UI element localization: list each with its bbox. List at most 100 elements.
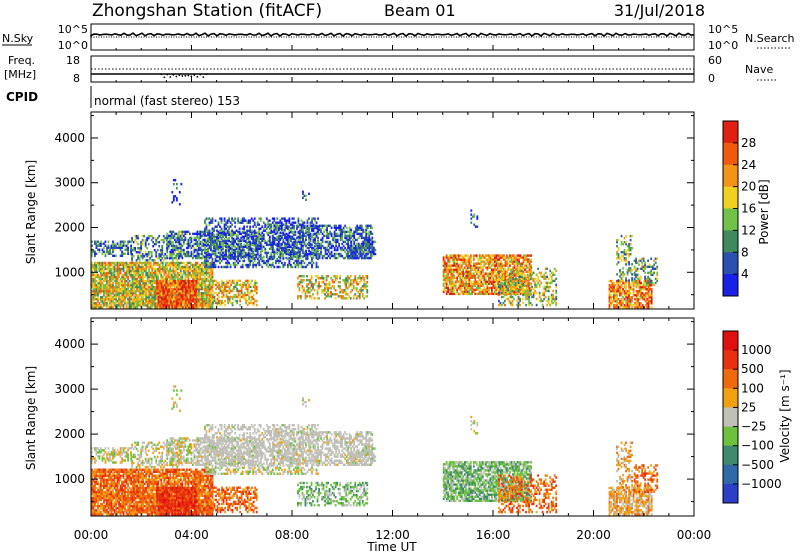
power-cell <box>113 271 116 275</box>
power-cell <box>131 281 134 285</box>
power-cell <box>178 254 181 258</box>
power-cell <box>109 306 111 309</box>
power-cell <box>136 283 139 287</box>
power-cell <box>190 279 193 283</box>
power-cell <box>112 244 114 247</box>
power-cell <box>204 277 206 281</box>
power-cell <box>170 250 173 254</box>
power-cell <box>94 304 96 307</box>
power-cell <box>189 294 192 297</box>
power-cell <box>195 283 198 287</box>
power-cell <box>130 261 132 265</box>
power-cell <box>201 240 203 244</box>
power-cell <box>178 267 181 271</box>
power-cell <box>174 281 177 285</box>
power-cell <box>165 281 168 285</box>
power-cell <box>143 291 146 295</box>
power-cell <box>121 298 123 301</box>
power-cell <box>143 234 146 238</box>
power-cell <box>92 281 95 285</box>
power-cell <box>192 277 194 281</box>
power-cell <box>139 291 142 295</box>
power-cell <box>190 254 193 258</box>
power-cell <box>311 252 313 256</box>
power-cell <box>189 289 192 293</box>
power-cell <box>196 269 199 273</box>
power-cell <box>181 230 184 234</box>
power-cell <box>150 259 153 262</box>
power-cell <box>131 236 133 240</box>
power-cell <box>187 271 190 275</box>
power-cell <box>178 232 181 236</box>
power-cell <box>158 244 161 248</box>
power-cell <box>131 283 134 287</box>
power-cell <box>125 269 128 273</box>
power-cell <box>187 275 190 279</box>
power-cell <box>288 217 291 220</box>
power-cell <box>187 285 190 289</box>
power-cell <box>220 217 223 220</box>
power-cell <box>112 289 114 293</box>
power-cell <box>202 234 205 238</box>
power-cell <box>184 277 187 281</box>
power-cell <box>115 300 117 303</box>
power-cell <box>136 289 139 293</box>
power-cell <box>204 271 206 275</box>
power-cell <box>181 256 184 260</box>
power-cell <box>145 263 148 267</box>
power-cell <box>164 277 167 281</box>
power-cell <box>157 275 160 279</box>
power-cell <box>211 289 214 293</box>
power-cell <box>139 298 142 301</box>
power-cell <box>175 285 178 289</box>
power-cell <box>187 281 190 285</box>
power-cell <box>165 291 168 295</box>
power-cell <box>125 246 128 249</box>
power-cell <box>181 298 184 301</box>
power-cell <box>106 298 108 301</box>
power-cell <box>91 300 93 303</box>
power-cell <box>125 304 128 307</box>
power-cell <box>163 298 166 301</box>
power-cell <box>150 253 153 256</box>
power-cell <box>196 285 199 289</box>
power-cell <box>131 306 134 309</box>
power-cell <box>142 265 145 269</box>
power-cell <box>184 283 187 287</box>
power-cell <box>118 246 120 249</box>
power-cell <box>128 271 131 275</box>
power-cell <box>166 289 169 293</box>
power-cell <box>94 273 96 277</box>
power-cell <box>210 277 212 281</box>
power-cell <box>210 298 212 301</box>
power-cell <box>116 289 119 293</box>
power-cell <box>135 234 138 238</box>
power-cell <box>152 296 155 299</box>
power-cell <box>142 269 145 273</box>
power-cell <box>198 296 200 299</box>
power-cell <box>172 230 175 234</box>
power-cell <box>173 244 176 248</box>
power-cell <box>146 263 149 267</box>
power-cell <box>255 253 258 257</box>
power-cell <box>116 267 119 271</box>
power-cell <box>229 232 232 236</box>
power-cell <box>116 294 119 297</box>
power-cell <box>354 274 357 278</box>
power-cell <box>94 265 96 269</box>
power-cell <box>234 221 237 224</box>
power-cell <box>306 295 308 298</box>
power-cell <box>142 287 145 291</box>
power-cell <box>139 281 142 285</box>
power-cell <box>231 301 234 305</box>
power-cell <box>116 277 119 281</box>
power-cell <box>213 242 215 246</box>
power-cell <box>103 294 105 297</box>
power-cell <box>149 287 152 291</box>
freq-dip-point <box>175 75 178 78</box>
power-cell <box>305 236 307 240</box>
power-cell <box>201 279 203 283</box>
power-cell <box>174 291 177 295</box>
power-cell <box>119 279 122 283</box>
power-cell <box>162 306 165 309</box>
